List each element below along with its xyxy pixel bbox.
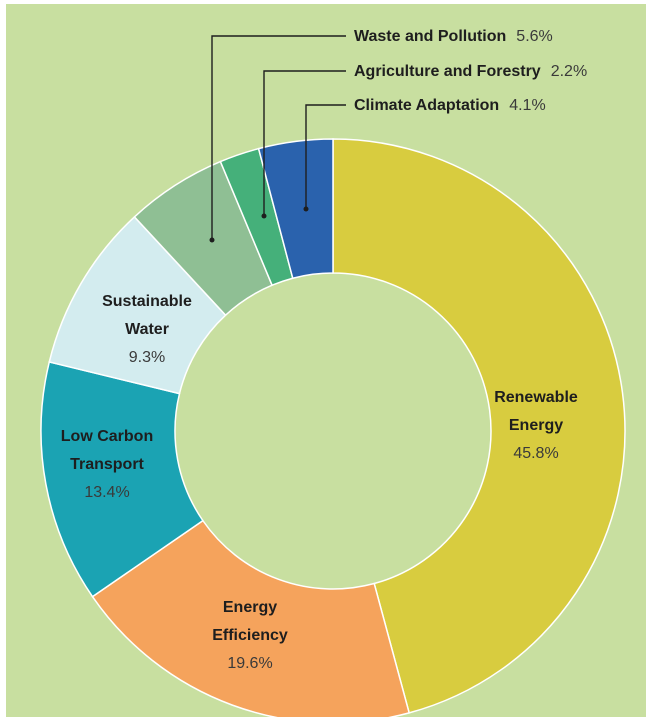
callout-line-climate-adaptation bbox=[305, 104, 346, 209]
donut-hole bbox=[175, 273, 491, 589]
donut-chart: Renewable Energy 45.8% Energy Efficiency 19.6… bbox=[40, 28, 626, 717]
slice-label-energy-efficiency: Energy bbox=[223, 599, 277, 616]
labels-group: Renewable Energy 45.8% Energy Efficiency 19.6… bbox=[61, 293, 578, 672]
slice-label-sustainable-water: Water bbox=[125, 321, 169, 338]
callout-label-climate-adaptation: Climate Adaptation bbox=[354, 97, 499, 114]
slice-value-renewable-energy: 45.8% bbox=[513, 445, 558, 462]
slice-label-low-carbon-transport: Low Carbon bbox=[61, 428, 153, 445]
callout-value-climate-adaptation: 4.1% bbox=[509, 97, 545, 114]
callout-dot-agriculture-and-forestry bbox=[261, 213, 267, 219]
callout-dot-climate-adaptation bbox=[303, 206, 309, 212]
slice-energy-efficiency bbox=[91, 519, 411, 717]
chart-panel: Renewable Energy 45.8% Energy Efficiency 19.6… bbox=[6, 4, 646, 717]
callout-dot-waste-and-pollution bbox=[209, 237, 215, 243]
callout-label-waste-and-pollution: Waste and Pollution bbox=[354, 28, 506, 45]
callout-line-waste-and-pollution bbox=[211, 35, 346, 240]
slice-label-sustainable-water: Sustainable bbox=[102, 293, 192, 310]
slice-label-low-carbon-transport: Transport bbox=[70, 456, 144, 473]
slice-label-renewable-energy: Renewable bbox=[494, 389, 578, 406]
slice-value-low-carbon-transport: 13.4% bbox=[84, 484, 129, 501]
callout-value-agriculture-and-forestry: 2.2% bbox=[551, 63, 587, 80]
slice-label-energy-efficiency: Efficiency bbox=[212, 627, 288, 644]
slice-renewable-energy bbox=[332, 138, 626, 714]
callout-line-agriculture-and-forestry bbox=[263, 70, 346, 216]
slice-value-energy-efficiency: 19.6% bbox=[227, 655, 272, 672]
slice-label-renewable-energy: Energy bbox=[509, 417, 563, 434]
slice-climate-adaptation bbox=[257, 138, 334, 280]
callout-value-waste-and-pollution: 5.6% bbox=[516, 28, 552, 45]
callouts-group: Waste and Pollution 5.6% Agriculture and F… bbox=[209, 28, 587, 243]
slices-group bbox=[40, 138, 626, 717]
callout-label-agriculture-and-forestry: Agriculture and Forestry bbox=[354, 63, 541, 80]
slice-value-sustainable-water: 9.3% bbox=[129, 349, 165, 366]
slice-low-carbon-transport bbox=[40, 361, 204, 598]
